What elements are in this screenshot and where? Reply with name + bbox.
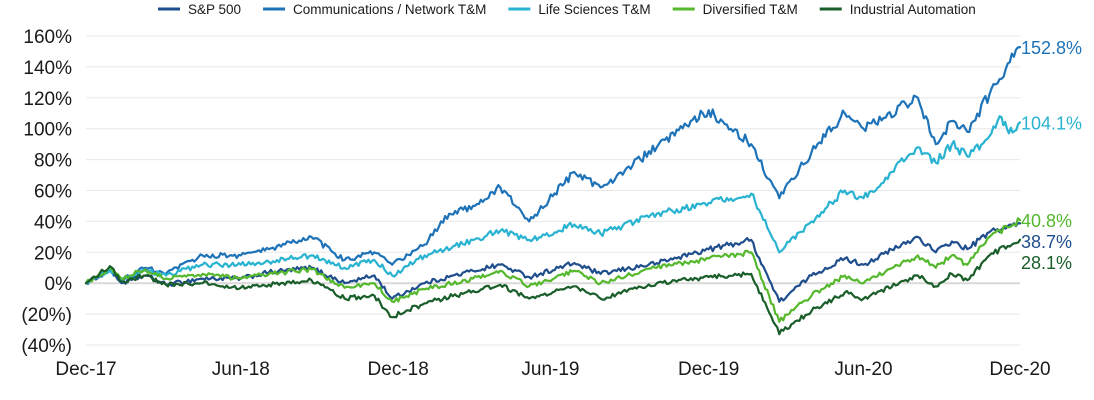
y-tick-label: 80% bbox=[34, 151, 72, 172]
end-labels: 152.8% 104.1% 40.8%38.7%28.1% bbox=[1021, 38, 1082, 273]
y-tick-label: 60% bbox=[34, 182, 72, 203]
y-tick-label: 20% bbox=[34, 243, 72, 264]
legend-label: Communications / Network T&M bbox=[293, 2, 486, 17]
y-tick-label: 120% bbox=[23, 89, 72, 110]
x-tick-label: Dec-18 bbox=[368, 359, 429, 380]
end-value-label-sandp-500: 38.7% bbox=[1021, 232, 1072, 252]
x-tick-label: Dec-19 bbox=[678, 359, 739, 380]
y-tick-label: 0% bbox=[45, 274, 73, 295]
legend-label: S&P 500 bbox=[188, 2, 241, 17]
series-layer bbox=[84, 46, 1022, 336]
x-axis: Dec-17 Jun-18 Dec-18 Jun-19 Dec-19 Jun-20 Dec-… bbox=[55, 359, 1050, 380]
end-value-label-communications-network-tandm: 152.8% bbox=[1021, 38, 1082, 58]
y-tick-label: (20%) bbox=[21, 305, 72, 326]
x-tick-label: Jun-18 bbox=[212, 359, 270, 380]
x-tick-label: Jun-20 bbox=[834, 359, 892, 380]
x-tick-label: Dec-20 bbox=[989, 359, 1050, 380]
series-line-diversified-tandm bbox=[84, 217, 1022, 323]
series-line-industrial-automation bbox=[84, 238, 1022, 336]
end-value-label-life-sciences-tandm: 104.1% bbox=[1021, 113, 1082, 133]
legend: S&P 500 Communications / Network T&M Life … bbox=[158, 2, 976, 17]
series-line-communications-network-tandm bbox=[84, 46, 1022, 285]
end-value-label-industrial-automation: 28.1% bbox=[1021, 253, 1072, 273]
y-tick-label: 100% bbox=[23, 120, 72, 141]
y-axis: 160% 140% 120% 100% 80% 60% 40% 20% 0% (20%) (40%) bbox=[21, 27, 72, 357]
grid-layer bbox=[86, 35, 1020, 346]
x-tick-label: Dec-17 bbox=[55, 359, 116, 380]
legend-label: Diversified T&M bbox=[703, 2, 798, 17]
y-tick-label: 40% bbox=[34, 212, 72, 233]
x-tick-label: Jun-19 bbox=[521, 359, 579, 380]
end-value-label-diversified-tandm: 40.8% bbox=[1021, 211, 1072, 231]
series-line-life-sciences-tandm bbox=[84, 115, 1022, 285]
y-tick-label: 160% bbox=[23, 27, 72, 48]
y-tick-label: 140% bbox=[23, 58, 72, 79]
legend-label: Life Sciences T&M bbox=[538, 2, 650, 17]
legend-label: Industrial Automation bbox=[850, 2, 976, 17]
y-tick-label: (40%) bbox=[21, 336, 72, 357]
